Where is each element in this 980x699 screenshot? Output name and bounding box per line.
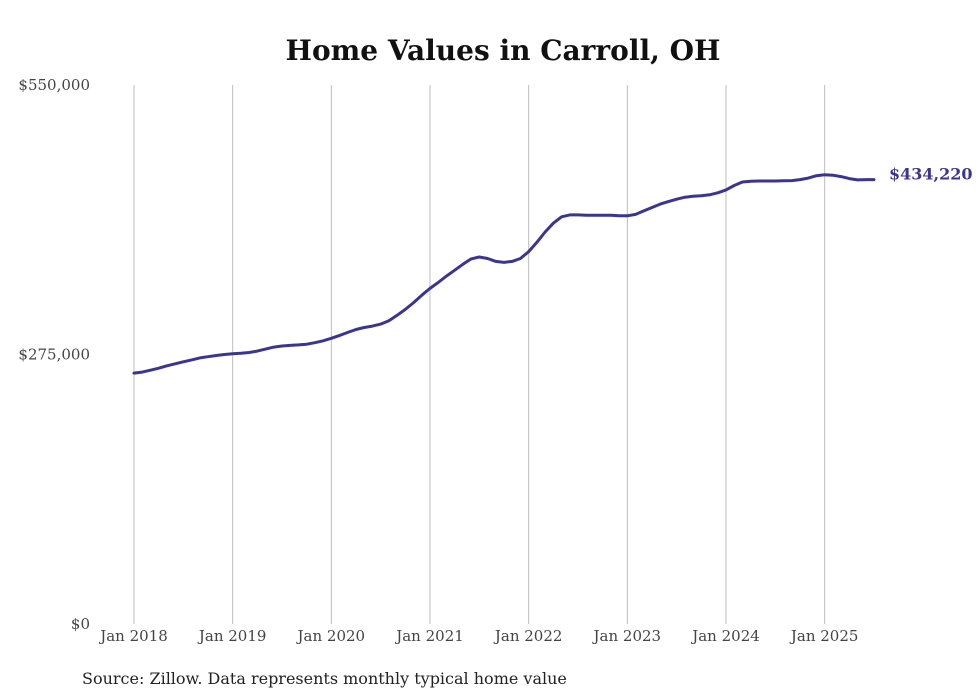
x-tick-label: Jan 2025 (789, 627, 859, 645)
source-note: Source: Zillow. Data represents monthly … (82, 669, 567, 688)
x-tick-label: Jan 2020 (296, 627, 366, 645)
y-tick-label: $550,000 (18, 76, 90, 94)
gridlines (133, 85, 826, 624)
y-axis-ticks: $0 $275,000 $550,000 (18, 76, 90, 633)
chart-title: Home Values in Carroll, OH (286, 34, 721, 67)
end-value-label: $434,220 (889, 165, 973, 184)
x-tick-label: Jan 2024 (690, 627, 760, 645)
y-tick-label: $0 (71, 615, 90, 633)
x-tick-label: Jan 2023 (592, 627, 662, 645)
x-tick-label: Jan 2019 (197, 627, 267, 645)
series-line (132, 173, 876, 375)
x-tick-label: Jan 2018 (98, 627, 168, 645)
x-tick-label: Jan 2021 (394, 627, 464, 645)
x-axis-ticks: Jan 2018 Jan 2019 Jan 2020 Jan 2021 Jan 2022… (98, 627, 858, 645)
y-tick-label: $275,000 (18, 346, 90, 364)
x-tick-label: Jan 2022 (493, 627, 563, 645)
